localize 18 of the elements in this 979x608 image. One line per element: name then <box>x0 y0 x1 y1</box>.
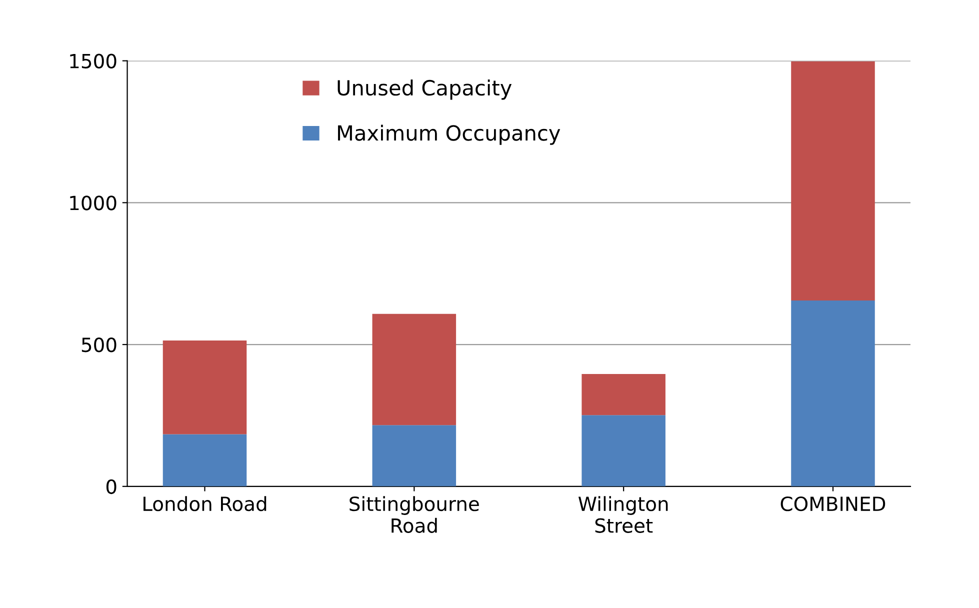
legend-label: Unused Capacity <box>338 80 512 100</box>
bar <box>791 61 875 301</box>
bar <box>791 300 875 486</box>
x-tick-label: Sittingbourne Road <box>350 496 479 533</box>
legend-label: Maximum Occupancy <box>338 124 560 145</box>
y-tick-label: 1000 <box>70 196 116 210</box>
x-tick-label: Wilington Street <box>578 496 668 533</box>
bar <box>372 425 456 486</box>
bar <box>162 434 247 486</box>
y-tick-label: 0 <box>106 479 116 494</box>
y-tick-label: 1500 <box>70 54 116 68</box>
x-tick-label: London Road <box>144 496 266 512</box>
bar <box>582 374 666 416</box>
bar <box>582 415 666 486</box>
x-tick-label: COMBINED <box>780 496 886 512</box>
bar <box>372 314 456 426</box>
bar <box>162 340 247 434</box>
y-tick-label: 500 <box>82 337 116 352</box>
